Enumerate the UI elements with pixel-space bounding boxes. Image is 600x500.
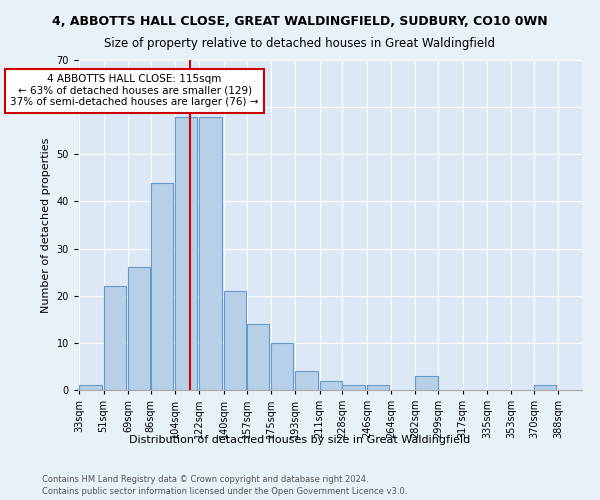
Bar [534,386,556,390]
Bar [247,324,269,390]
Bar [224,291,246,390]
Text: 4 ABBOTTS HALL CLOSE: 115sqm
← 63% of detached houses are smaller (129)
37% of s: 4 ABBOTTS HALL CLOSE: 115sqm ← 63% of de… [10,74,259,108]
Bar [128,268,150,390]
Text: 4, ABBOTTS HALL CLOSE, GREAT WALDINGFIELD, SUDBURY, CO10 0WN: 4, ABBOTTS HALL CLOSE, GREAT WALDINGFIEL… [52,15,548,28]
Bar [104,286,126,390]
Text: Size of property relative to detached houses in Great Waldingfield: Size of property relative to detached ho… [104,38,496,51]
Bar [79,386,101,390]
Bar [151,182,173,390]
Bar [415,376,437,390]
Text: Contains public sector information licensed under the Open Government Licence v3: Contains public sector information licen… [42,488,407,496]
Text: Distribution of detached houses by size in Great Waldingfield: Distribution of detached houses by size … [130,435,470,445]
Bar [320,380,342,390]
Bar [367,386,389,390]
Text: Contains HM Land Registry data © Crown copyright and database right 2024.: Contains HM Land Registry data © Crown c… [42,475,368,484]
Bar [175,116,197,390]
Y-axis label: Number of detached properties: Number of detached properties [41,138,51,312]
Bar [271,343,293,390]
Bar [295,371,317,390]
Bar [199,116,222,390]
Bar [343,386,365,390]
